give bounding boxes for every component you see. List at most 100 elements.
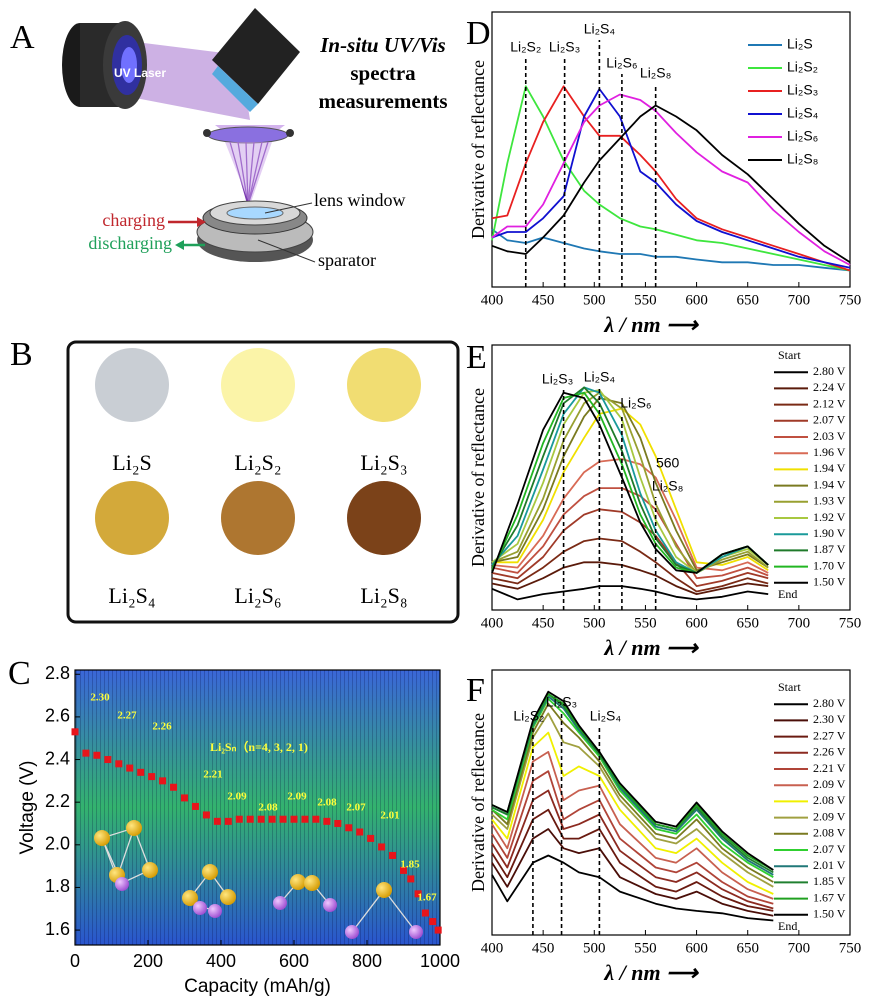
legend-label: Li₂S₄ <box>787 105 819 121</box>
y-tick-label: 2.8 <box>45 663 70 683</box>
legend-label: 2.07 V <box>813 413 846 427</box>
spectrum-line <box>491 828 774 917</box>
spectrum-line <box>491 508 769 587</box>
data-point <box>137 768 145 776</box>
y-axis-label: Voltage (V) <box>17 761 38 855</box>
x-tick-label: 750 <box>839 615 862 631</box>
data-point <box>104 756 112 764</box>
peak-label: Li₂S₂ <box>510 39 541 55</box>
peak-label: Li₂S₈ <box>652 478 683 494</box>
y-axis-label: Derivative of reflectance <box>468 713 488 892</box>
spectrum-line <box>491 698 774 878</box>
spectrum-line <box>491 537 769 593</box>
data-point <box>82 749 90 757</box>
x-tick-label: 450 <box>532 615 555 631</box>
x-tick-label: 750 <box>839 940 862 956</box>
x-tick-label: 400 <box>206 951 236 971</box>
sample-disc <box>221 481 295 555</box>
data-point <box>356 828 364 836</box>
panel-letter: A <box>10 19 35 56</box>
x-tick-label: 650 <box>736 940 759 956</box>
data-point <box>224 817 232 825</box>
x-axis-label: λ / nm ⟶ <box>603 312 699 337</box>
x-tick-label: 450 <box>532 940 555 956</box>
peak-label: Li₂S₂ <box>513 708 544 724</box>
legend-label: 1.67 V <box>813 890 846 904</box>
voltage-label: 1.67 <box>417 892 437 904</box>
spectrum-line <box>491 391 769 574</box>
spectrum-line <box>491 690 774 871</box>
legend-label: 2.08 V <box>813 793 846 807</box>
data-point <box>345 824 353 832</box>
data-point <box>257 815 265 823</box>
panel-letter: F <box>466 672 485 709</box>
sample-disc <box>95 481 169 555</box>
x-tick-label: 600 <box>685 615 708 631</box>
spectrum-line <box>491 712 774 888</box>
legend-label: 1.92 V <box>813 510 846 524</box>
data-point <box>400 866 407 874</box>
x-tick-label: 600 <box>685 292 708 308</box>
spectrum-line <box>491 585 769 601</box>
y-tick-label: 1.6 <box>45 919 70 939</box>
legend-footer: End <box>778 587 797 601</box>
peak-label: Li₂S₄ <box>584 21 616 37</box>
legend-label: 2.24 V <box>813 380 846 394</box>
panel-letter: C <box>8 655 31 692</box>
data-point <box>115 760 123 768</box>
spectrum-line <box>491 397 769 572</box>
legend-label: 2.07 V <box>813 842 846 856</box>
legend-label: 1.50 V <box>813 907 846 921</box>
sample-label: Li₂S₈ <box>360 583 407 608</box>
legend-label: 2.12 V <box>813 396 846 410</box>
molecule-sketches <box>94 820 423 939</box>
spectrum-line <box>491 751 774 900</box>
data-point <box>126 764 134 772</box>
plot-texture <box>75 670 440 945</box>
peak-label: Li₂S₃ <box>549 39 580 55</box>
data-point <box>301 815 309 823</box>
separator-label: sparator <box>318 250 376 270</box>
data-point <box>93 751 101 759</box>
data-point <box>191 802 199 810</box>
legend-title: Start <box>778 348 801 362</box>
legend-label: Li₂S₈ <box>787 151 818 167</box>
legend-label: 1.85 V <box>813 874 846 888</box>
spectrum-line <box>491 770 774 905</box>
y-tick-label: 2.4 <box>45 748 70 768</box>
peak-label: Li₂S₈ <box>640 65 671 81</box>
voltage-label: 2.09 <box>227 791 247 803</box>
setup-title: In-situ UV/Vis <box>319 33 445 57</box>
x-tick-label: 450 <box>532 292 555 308</box>
legend-label: 2.08 V <box>813 826 846 840</box>
voltage-label: 2.26 <box>152 721 172 733</box>
spectrum-line <box>491 228 851 272</box>
data-point <box>235 815 243 823</box>
x-tick-label: 550 <box>634 615 657 631</box>
setup-title: measurements <box>318 89 447 113</box>
sample-disc <box>95 348 169 422</box>
discharging-label: discharging <box>88 233 172 253</box>
legend-label: 2.27 V <box>813 728 846 742</box>
x-tick-label: 750 <box>839 292 862 308</box>
legend-label: 1.70 V <box>813 558 846 572</box>
panel-letter: E <box>466 339 487 376</box>
legend-label: 1.94 V <box>813 461 846 475</box>
spectrum-line <box>491 93 851 266</box>
x-tick-label: 550 <box>634 940 657 956</box>
data-point <box>389 851 397 859</box>
legend-label: 2.80 V <box>813 696 846 710</box>
x-axis-label: λ / nm ⟶ <box>603 635 699 660</box>
sample-disc <box>347 348 421 422</box>
data-point <box>312 815 320 823</box>
peak-label: Li₂S₆ <box>606 55 637 71</box>
x-axis-label: λ / nm ⟶ <box>603 960 699 985</box>
data-point <box>268 815 276 823</box>
data-point <box>213 817 221 825</box>
spectrum-line <box>491 561 769 595</box>
x-tick-label: 200 <box>133 951 163 971</box>
data-point <box>71 728 79 736</box>
x-tick-label: 1000 <box>420 951 460 971</box>
legend-label: 1.93 V <box>813 494 846 508</box>
